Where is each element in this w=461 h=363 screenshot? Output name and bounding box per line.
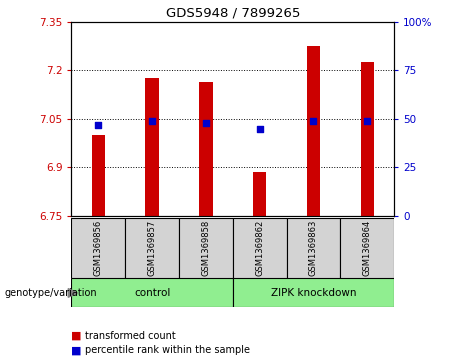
Text: GSM1369858: GSM1369858 [201,220,210,276]
Bar [145,78,159,216]
Bar [92,135,105,216]
Text: genotype/variation: genotype/variation [5,288,97,298]
Bar [125,218,179,278]
Bar [179,218,233,278]
Text: GSM1369862: GSM1369862 [255,220,264,276]
Point [256,126,263,131]
Text: transformed count: transformed count [85,331,176,341]
Text: GSM1369856: GSM1369856 [94,220,103,276]
Text: GSM1369857: GSM1369857 [148,220,157,276]
Point [148,118,156,124]
Text: percentile rank within the sample: percentile rank within the sample [85,345,250,355]
Bar [199,82,213,216]
Bar [307,46,320,216]
Bar [340,218,394,278]
Text: ZIPK knockdown: ZIPK knockdown [271,287,356,298]
Polygon shape [68,289,77,297]
Bar [253,172,266,216]
Bar [361,62,374,216]
Bar [71,278,233,307]
Point [364,118,371,124]
Bar [233,278,394,307]
Bar [233,218,287,278]
Point [310,118,317,124]
Title: GDS5948 / 7899265: GDS5948 / 7899265 [165,6,300,19]
Text: ■: ■ [71,345,82,355]
Bar [287,218,340,278]
Text: control: control [134,287,170,298]
Bar [71,218,125,278]
Text: GSM1369864: GSM1369864 [363,220,372,276]
Text: ■: ■ [71,331,82,341]
Point [95,122,102,128]
Text: GSM1369863: GSM1369863 [309,220,318,276]
Point [202,120,210,126]
